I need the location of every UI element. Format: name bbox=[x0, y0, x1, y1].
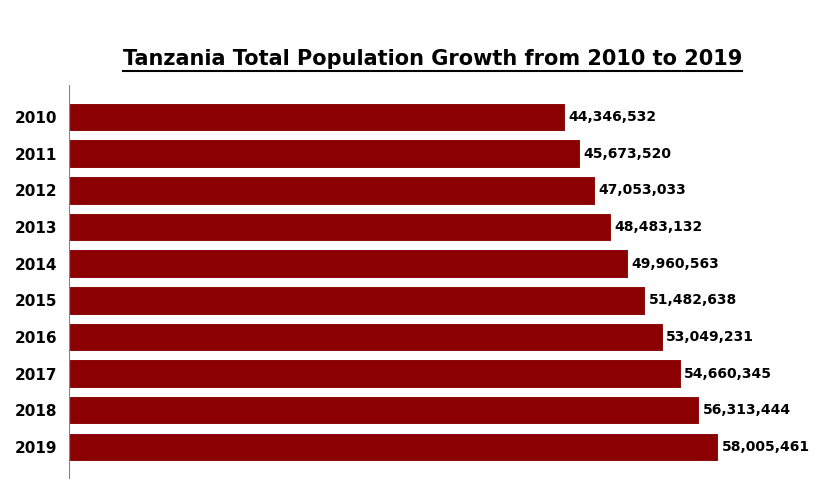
Text: 45,673,520: 45,673,520 bbox=[583, 147, 671, 161]
Bar bbox=[69, 396, 699, 424]
Bar bbox=[69, 249, 628, 278]
Bar bbox=[69, 176, 596, 205]
Bar bbox=[69, 286, 645, 315]
Bar bbox=[69, 323, 662, 351]
Text: 44,346,532: 44,346,532 bbox=[568, 110, 656, 124]
Text: Tanzania Total Population Growth from 2010 to 2019: Tanzania Total Population Growth from 20… bbox=[122, 49, 742, 69]
Text: 49,960,563: 49,960,563 bbox=[631, 256, 719, 271]
Bar bbox=[69, 103, 565, 131]
Text: 47,053,033: 47,053,033 bbox=[599, 183, 686, 197]
Text: 54,660,345: 54,660,345 bbox=[684, 367, 772, 380]
Text: 48,483,132: 48,483,132 bbox=[615, 220, 703, 234]
Text: 56,313,444: 56,313,444 bbox=[702, 403, 791, 417]
Text: 51,482,638: 51,482,638 bbox=[648, 293, 736, 307]
Bar bbox=[69, 212, 611, 241]
Bar bbox=[69, 433, 718, 461]
Bar bbox=[69, 359, 681, 388]
Bar bbox=[69, 139, 580, 168]
Text: 58,005,461: 58,005,461 bbox=[721, 440, 810, 454]
Text: 53,049,231: 53,049,231 bbox=[666, 330, 754, 344]
